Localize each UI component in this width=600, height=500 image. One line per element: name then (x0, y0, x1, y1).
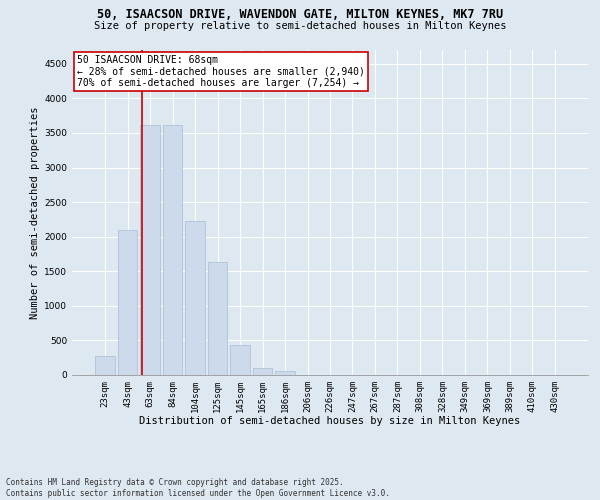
Bar (185, 221, 205, 375)
Bar (140, 124, 160, 375)
Text: Size of property relative to semi-detached houses in Milton Keynes: Size of property relative to semi-detach… (94, 21, 506, 31)
Text: 50 ISAACSON DRIVE: 68sqm
← 28% of semi-detached houses are smaller (2,940)
70% o: 50 ISAACSON DRIVE: 68sqm ← 28% of semi-d… (77, 55, 365, 88)
Bar (118, 230, 137, 375)
Bar (230, 344, 250, 375)
Y-axis label: Number of semi-detached properties: Number of semi-detached properties (30, 106, 40, 319)
Bar (95, 356, 115, 375)
X-axis label: Distribution of semi-detached houses by size in Milton Keynes: Distribution of semi-detached houses by … (139, 416, 521, 426)
Bar (208, 262, 227, 375)
Bar (163, 124, 182, 375)
Text: 50, ISAACSON DRIVE, WAVENDON GATE, MILTON KEYNES, MK7 7RU: 50, ISAACSON DRIVE, WAVENDON GATE, MILTO… (97, 8, 503, 20)
Bar (253, 368, 272, 375)
Text: Contains HM Land Registry data © Crown copyright and database right 2025.
Contai: Contains HM Land Registry data © Crown c… (6, 478, 390, 498)
Bar (275, 371, 295, 375)
